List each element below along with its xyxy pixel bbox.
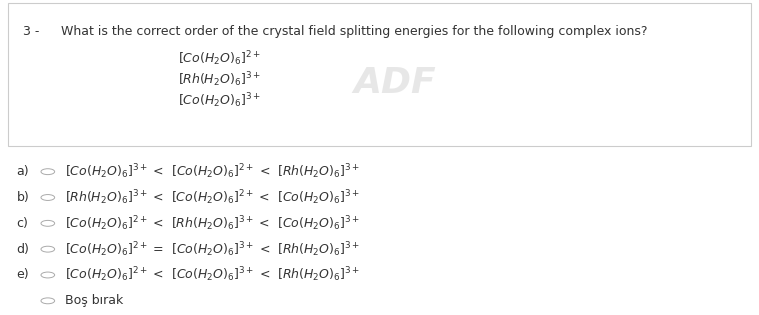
- Text: $[Rh(H_2O)_6]^{3+}$ <  $[Co(H_2O)_6]^{2+}$ <  $[Co(H_2O)_6]^{3+}$: $[Rh(H_2O)_6]^{3+}$ < $[Co(H_2O)_6]^{2+}…: [65, 188, 360, 207]
- Text: d): d): [17, 243, 30, 256]
- Text: $[Rh(H_2O)_6]^{3+}$: $[Rh(H_2O)_6]^{3+}$: [178, 70, 261, 89]
- Text: Boş bırak: Boş bırak: [65, 294, 123, 307]
- Text: b): b): [17, 191, 30, 204]
- Text: $[Co(H_2O)_6]^{2+}$: $[Co(H_2O)_6]^{2+}$: [178, 49, 261, 67]
- Text: $[Co(H_2O)_6]^{3+}$: $[Co(H_2O)_6]^{3+}$: [178, 92, 261, 110]
- Text: a): a): [17, 165, 30, 178]
- Text: ADF: ADF: [354, 66, 436, 100]
- Text: $[Co(H_2O)_6]^{2+}$ <  $[Co(H_2O)_6]^{3+}$ <  $[Rh(H_2O)_6]^{3+}$: $[Co(H_2O)_6]^{2+}$ < $[Co(H_2O)_6]^{3+}…: [65, 266, 360, 284]
- Text: $[Co(H_2O)_6]^{3+}$ <  $[Co(H_2O)_6]^{2+}$ <  $[Rh(H_2O)_6]^{3+}$: $[Co(H_2O)_6]^{3+}$ < $[Co(H_2O)_6]^{2+}…: [65, 162, 360, 181]
- Text: e): e): [17, 268, 30, 282]
- FancyBboxPatch shape: [8, 3, 751, 146]
- Text: c): c): [17, 217, 29, 230]
- Text: $[Co(H_2O)_6]^{2+}$ <  $[Rh(H_2O)_6]^{3+}$ <  $[Co(H_2O)_6]^{3+}$: $[Co(H_2O)_6]^{2+}$ < $[Rh(H_2O)_6]^{3+}…: [65, 214, 360, 233]
- Text: What is the correct order of the crystal field splitting energies for the follow: What is the correct order of the crystal…: [61, 25, 647, 38]
- Text: $[Co(H_2O)_6]^{2+}$ =  $[Co(H_2O)_6]^{3+}$ <  $[Rh(H_2O)_6]^{3+}$: $[Co(H_2O)_6]^{2+}$ = $[Co(H_2O)_6]^{3+}…: [65, 240, 360, 259]
- Text: 3 -: 3 -: [23, 25, 39, 38]
